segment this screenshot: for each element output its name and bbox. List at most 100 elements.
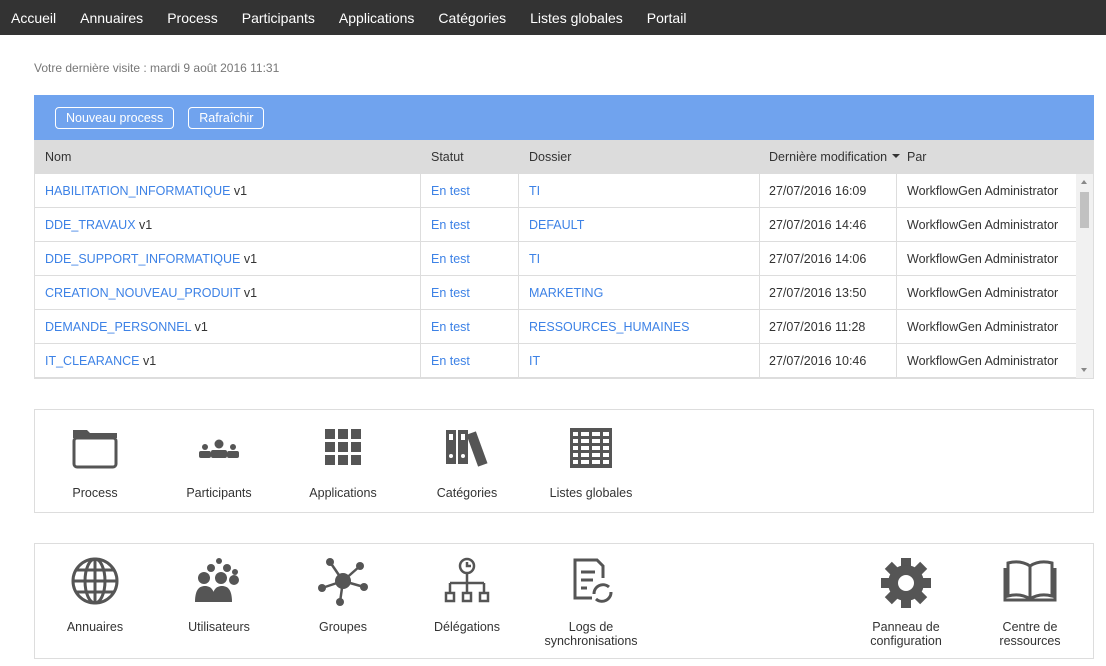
status-link[interactable]: En test (431, 252, 470, 266)
process-name-link[interactable]: IT_CLEARANCE (45, 354, 140, 368)
process-name-link[interactable]: CREATION_NOUVEAU_PRODUIT (45, 286, 241, 300)
refresh-button[interactable]: Rafraîchir (188, 106, 265, 129)
nav-process[interactable]: Process (167, 9, 218, 26)
tile-network[interactable]: Groupes (281, 556, 405, 634)
process-version: v1 (194, 320, 208, 334)
grid-header: Nom Statut Dossier Dernière modification… (35, 140, 1093, 174)
scrollbar[interactable] (1076, 174, 1093, 378)
last-visit: Votre dernière visite : mardi 9 août 201… (34, 61, 280, 75)
col-nom[interactable]: Nom (45, 150, 72, 164)
process-name-cell: DEMANDE_PERSONNEL v1 (45, 320, 208, 334)
folder-link[interactable]: MARKETING (529, 286, 604, 300)
tile-label: Centre de ressources (999, 620, 1061, 648)
col-par[interactable]: Par (907, 150, 927, 164)
tile-label: Groupes (319, 620, 367, 634)
tile-table[interactable]: Listes globales (529, 426, 653, 500)
tile-label: Participants (186, 486, 252, 500)
col-statut[interactable]: Statut (431, 150, 464, 164)
col-modification[interactable]: Dernière modification (769, 150, 888, 164)
folder-link[interactable]: IT (529, 354, 541, 368)
tile-gear[interactable]: Panneau de configuration (844, 556, 968, 648)
status-link[interactable]: En test (431, 354, 470, 368)
tile-label: Listes globales (549, 486, 633, 500)
tile-label: Process (72, 486, 118, 500)
process-name-link[interactable]: DEMANDE_PERSONNEL (45, 320, 192, 334)
toolbar: Nouveau process Rafraîchir (34, 95, 1094, 140)
tile-book[interactable]: Centre de ressources (968, 556, 1092, 648)
network-icon (281, 556, 405, 620)
users-icon (157, 556, 281, 620)
folder-link[interactable]: RESSOURCES_HUMAINES (529, 320, 690, 334)
modified-by: WorkflowGen Administrator (907, 252, 1059, 266)
folder-link[interactable]: DEFAULT (529, 218, 585, 232)
tile-binders[interactable]: Catégories (405, 426, 529, 500)
grid-icon (281, 426, 405, 486)
status-link[interactable]: En test (431, 286, 470, 300)
tile-hierarchy-clock[interactable]: Délégations (405, 556, 529, 634)
modified-by: WorkflowGen Administrator (907, 184, 1059, 198)
process-name-link[interactable]: DDE_SUPPORT_INFORMATIQUE (45, 252, 241, 266)
process-name-link[interactable]: DDE_TRAVAUX (45, 218, 136, 232)
scroll-thumb[interactable] (1080, 192, 1089, 228)
nav-accueil[interactable]: Accueil (11, 9, 57, 26)
hierarchy-clock-icon (405, 556, 529, 620)
status-link[interactable]: En test (431, 184, 470, 198)
folder-icon (33, 426, 157, 486)
nav-listes-globales[interactable]: Listes globales (530, 9, 623, 26)
sync-log-icon (529, 556, 653, 620)
process-name-link[interactable]: HABILITATION_INFORMATIQUE (45, 184, 231, 198)
book-icon (968, 556, 1092, 620)
tile-participants[interactable]: Participants (157, 426, 281, 500)
status-link[interactable]: En test (431, 320, 470, 334)
participants-icon (157, 426, 281, 486)
modified-by: WorkflowGen Administrator (907, 354, 1059, 368)
tile-label: Panneau de configuration (870, 620, 942, 648)
process-version: v1 (142, 354, 157, 368)
tile-label: Annuaires (66, 620, 124, 634)
new-process-button[interactable]: Nouveau process (55, 106, 175, 129)
modified-by: WorkflowGen Administrator (907, 286, 1059, 300)
process-name-cell: CREATION_NOUVEAU_PRODUIT v1 (45, 286, 257, 300)
table-row[interactable]: HABILITATION_INFORMATIQUE v1 En test TI … (35, 174, 1093, 208)
table-row[interactable]: DDE_TRAVAUX v1 En test DEFAULT 27/07/201… (35, 208, 1093, 242)
table-row[interactable]: CREATION_NOUVEAU_PRODUIT v1 En test MARK… (35, 276, 1093, 310)
scroll-down-icon[interactable] (1081, 368, 1087, 372)
process-version: v1 (233, 184, 248, 198)
globe-icon (33, 556, 157, 620)
process-grid: Nom Statut Dossier Dernière modification… (34, 140, 1094, 379)
gear-icon (844, 556, 968, 620)
table-row[interactable]: DEMANDE_PERSONNEL v1 En test RESSOURCES_… (35, 310, 1093, 344)
modified-date: 27/07/2016 14:46 (769, 218, 867, 232)
binders-icon (405, 426, 529, 486)
table-icon (529, 426, 653, 486)
top-nav: Accueil Annuaires Process Participants A… (0, 0, 1106, 35)
process-version: v1 (243, 252, 258, 266)
process-version: v1 (139, 218, 153, 232)
modified-date: 27/07/2016 10:46 (769, 354, 867, 368)
tile-sync-log[interactable]: Logs de synchronisations (529, 556, 653, 648)
nav-applications[interactable]: Applications (338, 9, 415, 26)
sort-desc-icon (892, 154, 900, 158)
tile-label: Délégations (433, 620, 500, 634)
status-link[interactable]: En test (431, 218, 470, 232)
tile-label: Utilisateurs (188, 620, 250, 634)
folder-link[interactable]: TI (529, 252, 541, 266)
nav-annuaires[interactable]: Annuaires (80, 9, 144, 26)
table-row[interactable]: DDE_SUPPORT_INFORMATIQUE v1 En test TI 2… (35, 242, 1093, 276)
col-dossier[interactable]: Dossier (529, 150, 572, 164)
tile-globe[interactable]: Annuaires (33, 556, 157, 634)
modified-by: WorkflowGen Administrator (907, 218, 1059, 232)
tile-grid[interactable]: Applications (281, 426, 405, 500)
table-row[interactable]: IT_CLEARANCE v1 En test IT 27/07/2016 10… (35, 344, 1093, 378)
nav-categories[interactable]: Catégories (438, 9, 507, 26)
folder-link[interactable]: TI (529, 184, 541, 198)
tile-users[interactable]: Utilisateurs (157, 556, 281, 634)
design-panel: Process Participants Applications Catégorie… (34, 409, 1094, 513)
process-version: v1 (243, 286, 258, 300)
tile-label: Catégories (436, 486, 498, 500)
nav-participants[interactable]: Participants (241, 9, 315, 26)
nav-portail[interactable]: Portail (646, 9, 687, 26)
scroll-up-icon[interactable] (1081, 180, 1087, 184)
tile-folder[interactable]: Process (33, 426, 157, 500)
modified-date: 27/07/2016 11:28 (769, 320, 866, 334)
